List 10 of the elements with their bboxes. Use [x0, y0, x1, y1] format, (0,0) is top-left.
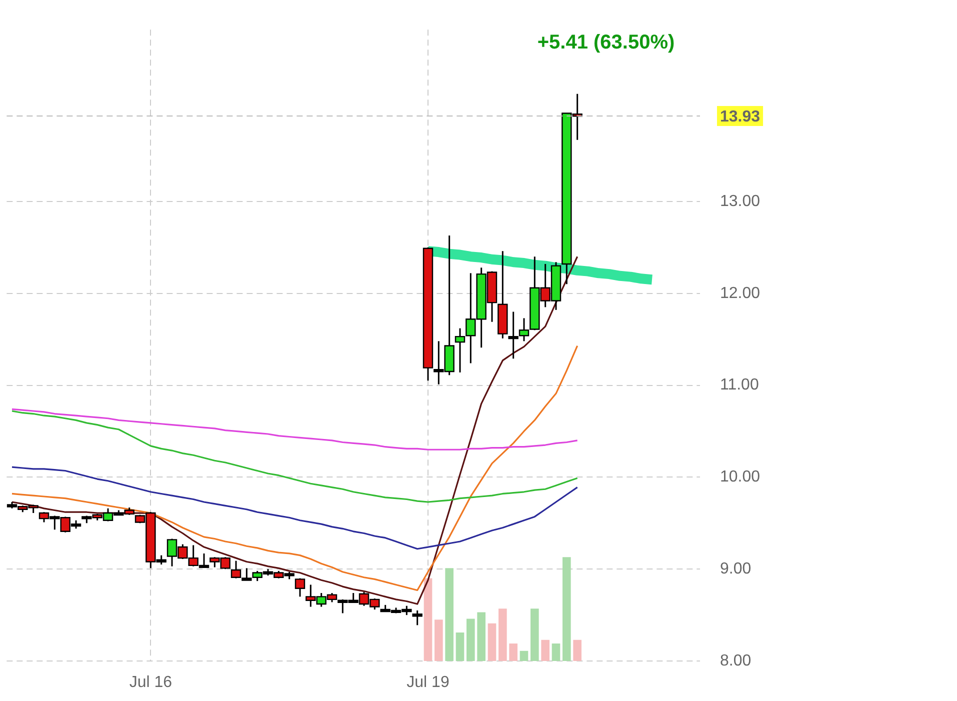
x-tick-label: Jul 16: [129, 674, 172, 692]
y-tick-label: 12.00: [720, 284, 760, 302]
y-tick-label: 9.00: [720, 560, 752, 578]
y-tick-label: 10.00: [720, 468, 760, 486]
y-tick-label: 13.00: [720, 192, 760, 210]
annotation: +5.41 (63.50%): [537, 32, 675, 54]
y-tick-label: 11.00: [720, 376, 759, 394]
ref-line-label: 13.93: [720, 108, 760, 126]
y-tick-label: 8.00: [720, 652, 752, 670]
x-tick-label: Jul 19: [406, 674, 450, 692]
